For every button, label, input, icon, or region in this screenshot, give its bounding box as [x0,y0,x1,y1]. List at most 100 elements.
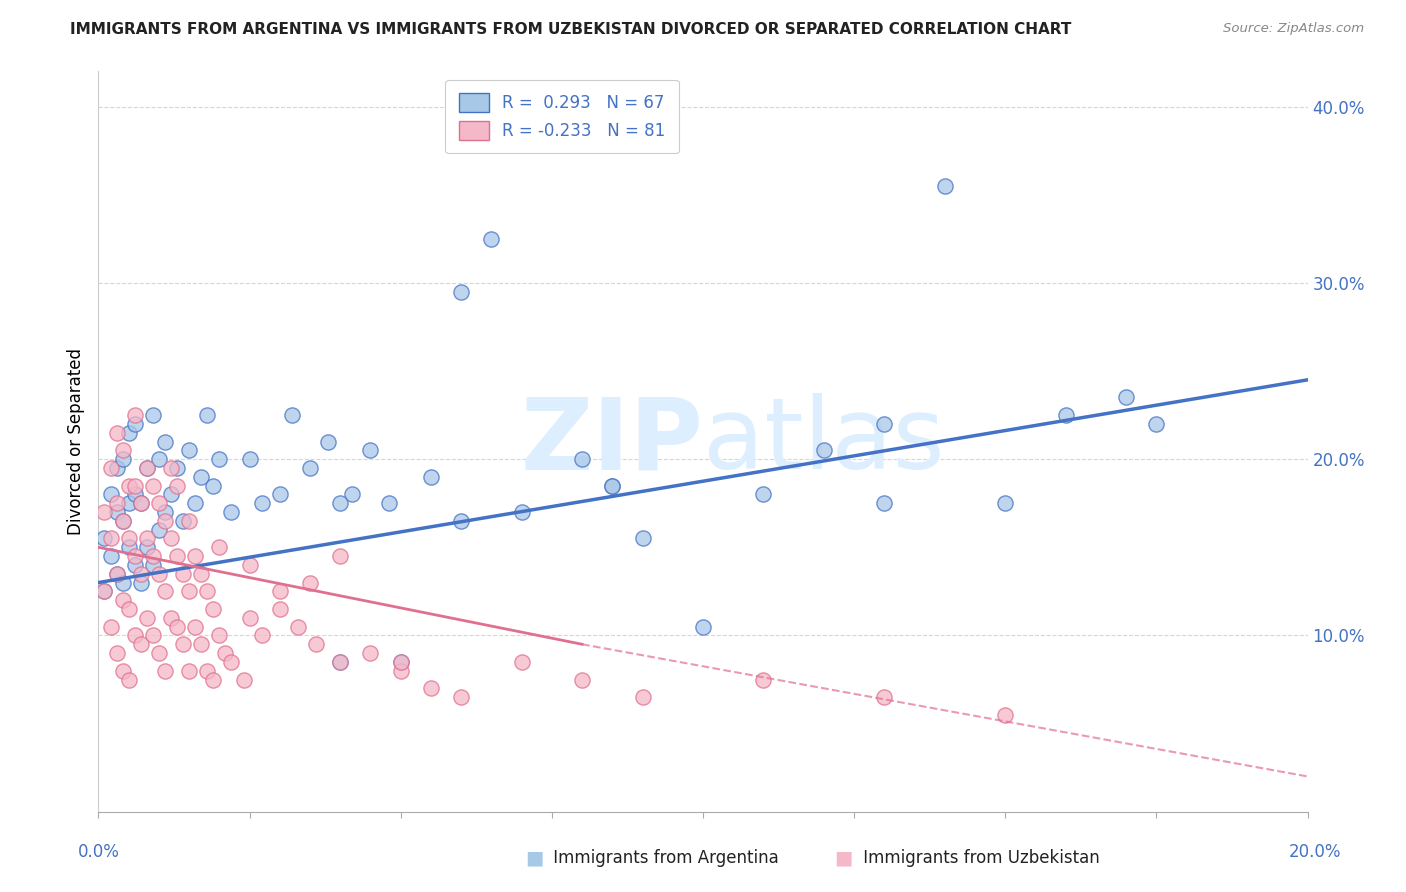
Point [190,566,212,581]
Point [172,514,194,528]
Point [100,461,122,475]
Legend: R =  0.293   N = 67, R = -0.233   N = 81: R = 0.293 N = 67, R = -0.233 N = 81 [446,79,679,153]
Point [221,505,243,519]
Point [389,664,412,678]
Point [179,443,201,458]
Point [93,584,115,599]
Point [269,584,291,599]
Point [1144,417,1167,431]
Point [329,549,352,563]
Point [111,443,134,458]
Point [135,461,157,475]
Point [873,690,896,705]
Point [118,541,141,555]
Point [342,487,364,501]
Point [142,628,165,642]
Point [994,496,1017,510]
Point [239,611,262,625]
Point [118,602,141,616]
Point [195,408,218,422]
Point [105,505,128,519]
Point [105,461,128,475]
Point [184,619,207,633]
Point [214,646,236,660]
Point [124,487,146,501]
Point [118,478,141,492]
Point [166,461,188,475]
Point [208,628,231,642]
Text: ZIP: ZIP [520,393,703,490]
Point [269,487,291,501]
Point [195,584,218,599]
Point [124,549,146,563]
Point [329,496,352,510]
Point [450,690,472,705]
Point [100,619,122,633]
Point [153,505,176,519]
Y-axis label: Divorced or Separated: Divorced or Separated [66,348,84,535]
Point [752,487,775,501]
Point [1115,391,1137,405]
Point [129,637,152,651]
Point [1054,408,1077,422]
Point [160,487,183,501]
Point [142,408,165,422]
Point [873,417,896,431]
Point [184,496,207,510]
Point [111,593,134,607]
Point [135,541,157,555]
Point [166,619,188,633]
Point [105,496,128,510]
Point [93,532,115,546]
Point [813,443,835,458]
Point [148,646,170,660]
Point [111,514,134,528]
Point [118,496,141,510]
Point [135,611,157,625]
Point [172,637,194,651]
Point [160,611,183,625]
Point [602,478,624,492]
Point [329,655,352,669]
Text: 0.0%: 0.0% [77,843,120,861]
Point [360,443,382,458]
Point [129,496,152,510]
Point [420,681,443,696]
Point [129,496,152,510]
Point [118,425,141,440]
Point [153,434,176,449]
Point [299,461,322,475]
Point [389,655,412,669]
Point [160,532,183,546]
Point [195,664,218,678]
Point [124,408,146,422]
Text: atlas: atlas [703,393,945,490]
Point [100,549,122,563]
Point [118,673,141,687]
Point [873,496,896,510]
Point [450,285,472,299]
Point [994,707,1017,722]
Point [250,628,273,642]
Text: ■: ■ [834,848,853,868]
Point [179,584,201,599]
Point [190,470,212,484]
Point [305,637,328,651]
Point [153,664,176,678]
Point [389,655,412,669]
Point [100,487,122,501]
Point [602,478,624,492]
Point [148,566,170,581]
Text: ■: ■ [524,848,544,868]
Point [481,232,503,246]
Point [316,434,339,449]
Point [360,646,382,660]
Point [105,566,128,581]
Point [184,549,207,563]
Point [148,523,170,537]
Point [153,514,176,528]
Point [269,602,291,616]
Point [160,461,183,475]
Point [329,655,352,669]
Point [105,566,128,581]
